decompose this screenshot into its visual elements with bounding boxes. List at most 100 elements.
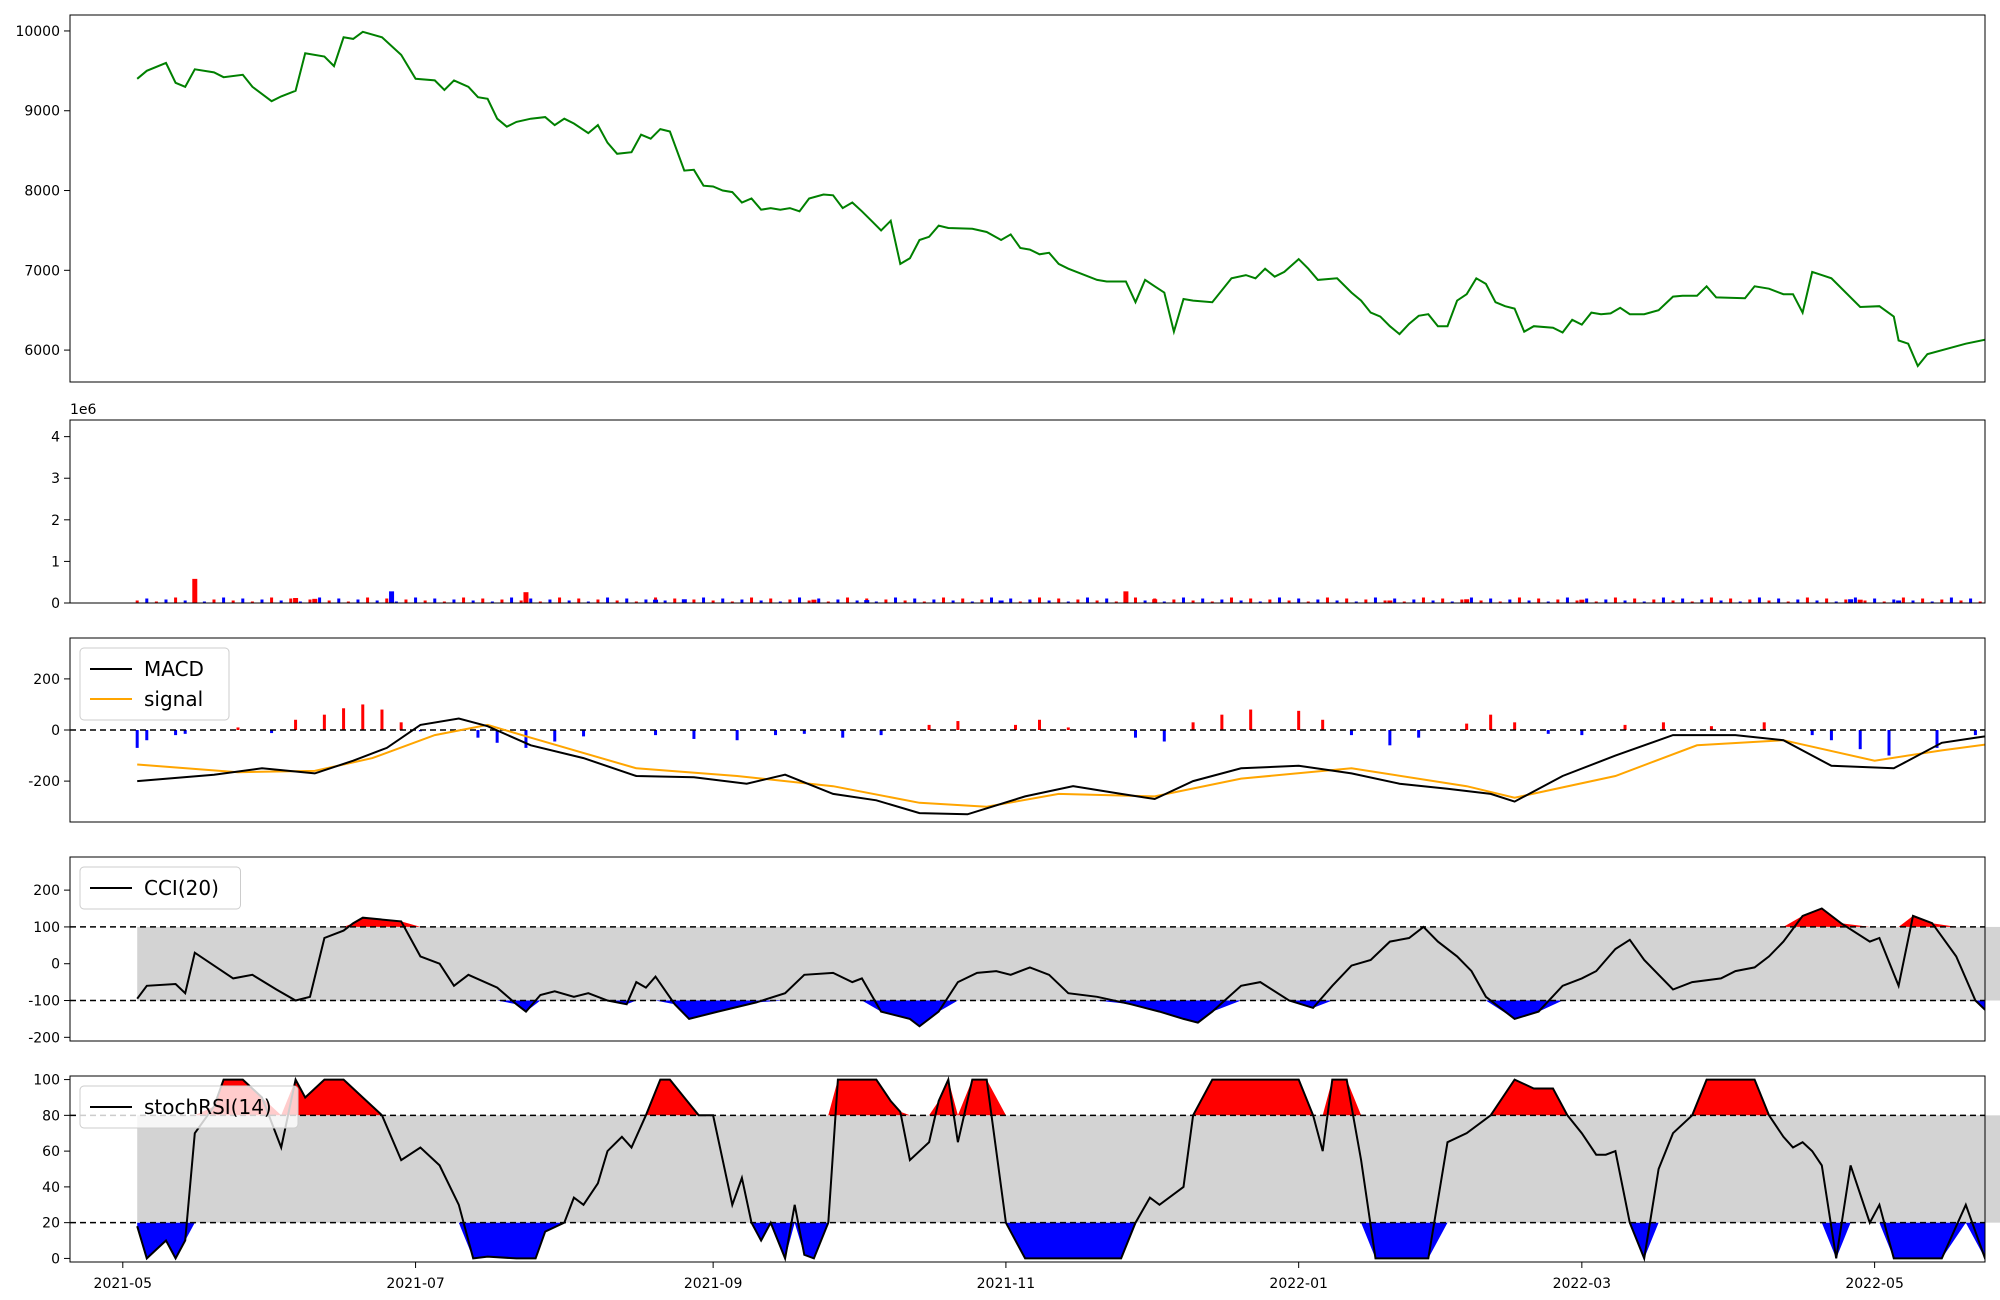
axes-frame: [69, 856, 1986, 1042]
volume-bar: [836, 599, 840, 603]
signal-line: [137, 723, 1985, 808]
volume-bar: [1037, 597, 1041, 603]
histogram-bar: [270, 730, 274, 734]
histogram-bar: [1489, 714, 1493, 730]
histogram-bar: [1465, 723, 1469, 730]
volume-bar: [1057, 598, 1061, 603]
volume-bar: [1661, 597, 1665, 603]
histogram-bar: [1066, 727, 1070, 730]
cci-panel: -200 -100 0 100 200 CCI(20): [28, 856, 2000, 1046]
histogram-bar: [1935, 730, 1939, 748]
volume-bar: [241, 598, 245, 603]
volume-bar: [202, 601, 206, 603]
volume-bar: [884, 599, 888, 603]
volume-bar: [1421, 597, 1425, 603]
volume-bar: [567, 600, 571, 603]
volume-bar: [548, 599, 552, 603]
volume-bar: [1738, 601, 1742, 603]
legend-label: stochRSI(14): [144, 1095, 272, 1119]
volume-bar: [740, 599, 744, 603]
x-tick-label: 2022-03: [1553, 1276, 1612, 1292]
volume-bar: [1460, 599, 1464, 603]
y-tick-label: 100: [33, 1073, 60, 1089]
y-tick-label: 6000: [24, 343, 60, 359]
volume-bar: [1805, 597, 1809, 603]
volume-bar: [1009, 598, 1013, 603]
axes-frame: [69, 637, 1986, 823]
y-tick-label: 100: [33, 920, 60, 936]
volume-bar: [1412, 599, 1416, 603]
x-tick-label: 2021-05: [94, 1276, 153, 1292]
volume-bar: [1201, 598, 1205, 603]
volume-bar: [1815, 600, 1819, 603]
volume-bar: [615, 600, 619, 603]
y-tick-label: 7000: [24, 263, 60, 279]
volume-bar: [1287, 600, 1291, 603]
volume-bar: [653, 599, 659, 603]
volume-bar: [1229, 597, 1233, 603]
histogram-bar: [956, 721, 960, 730]
volume-bar: [389, 591, 395, 603]
histogram-bar: [1220, 714, 1224, 730]
volume-bar: [721, 598, 725, 603]
volume-bar: [1930, 601, 1934, 603]
volume-bar: [1105, 598, 1109, 603]
volume-bar: [1786, 601, 1790, 603]
stochrsi-line: [136, 1076, 1985, 1262]
volume-bar: [807, 600, 811, 603]
price-panel: 6000 7000 8000 9000 10000: [15, 14, 1986, 383]
volume-bar: [1133, 597, 1137, 603]
price-line: [136, 30, 1985, 368]
y-tick-label: 0: [51, 1251, 60, 1267]
histogram-bar: [1623, 724, 1627, 730]
volume-bar: [1258, 601, 1262, 603]
volume-bar: [913, 598, 917, 603]
y-tick-label: 8000: [24, 184, 60, 200]
volume-bars: [135, 578, 1982, 603]
volume-bar: [769, 598, 773, 603]
volume-bar: [1249, 598, 1253, 603]
volume-bar: [1873, 598, 1877, 603]
volume-bar: [1940, 599, 1944, 603]
volume-bar: [1402, 601, 1406, 603]
volume-bar: [1546, 601, 1550, 603]
volume-bar: [318, 597, 322, 603]
volume-bar: [644, 599, 648, 603]
volume-bar: [1978, 601, 1982, 603]
volume-bar: [1210, 601, 1214, 603]
volume-bar: [1652, 599, 1656, 603]
volume-bar: [135, 600, 139, 603]
volume-bar: [1076, 599, 1080, 603]
histogram-bar: [1191, 722, 1195, 730]
volume-bar: [1152, 599, 1158, 603]
volume-bar: [586, 601, 590, 603]
volume-bar: [1537, 598, 1541, 603]
y-tick-label: 40: [42, 1180, 60, 1196]
histogram-bar: [692, 730, 696, 739]
volume-bar: [145, 598, 149, 603]
legend-box: [79, 866, 241, 910]
volume-bar: [864, 600, 870, 603]
histogram-bar: [294, 719, 298, 730]
volume-bar: [1047, 600, 1051, 603]
volume-bar: [1579, 599, 1585, 603]
volume-bar: [855, 600, 859, 603]
volume-bar: [523, 592, 529, 603]
volume-bar: [529, 598, 533, 603]
volume-bar: [442, 601, 446, 603]
histogram-bar: [495, 730, 499, 743]
volume-bar: [634, 601, 638, 603]
volume-bar: [702, 597, 706, 603]
volume-bar: [298, 601, 302, 603]
histogram-bar: [183, 730, 187, 734]
volume-bar: [750, 597, 754, 603]
histogram-bar: [1417, 730, 1421, 738]
volume-bar: [404, 599, 408, 603]
volume-bar: [1681, 598, 1685, 603]
volume-bar: [1028, 599, 1032, 603]
y-tick-label: 4: [51, 430, 60, 446]
volume-bar: [1325, 597, 1329, 603]
volume-bar: [423, 600, 427, 603]
volume-bar: [154, 601, 158, 603]
